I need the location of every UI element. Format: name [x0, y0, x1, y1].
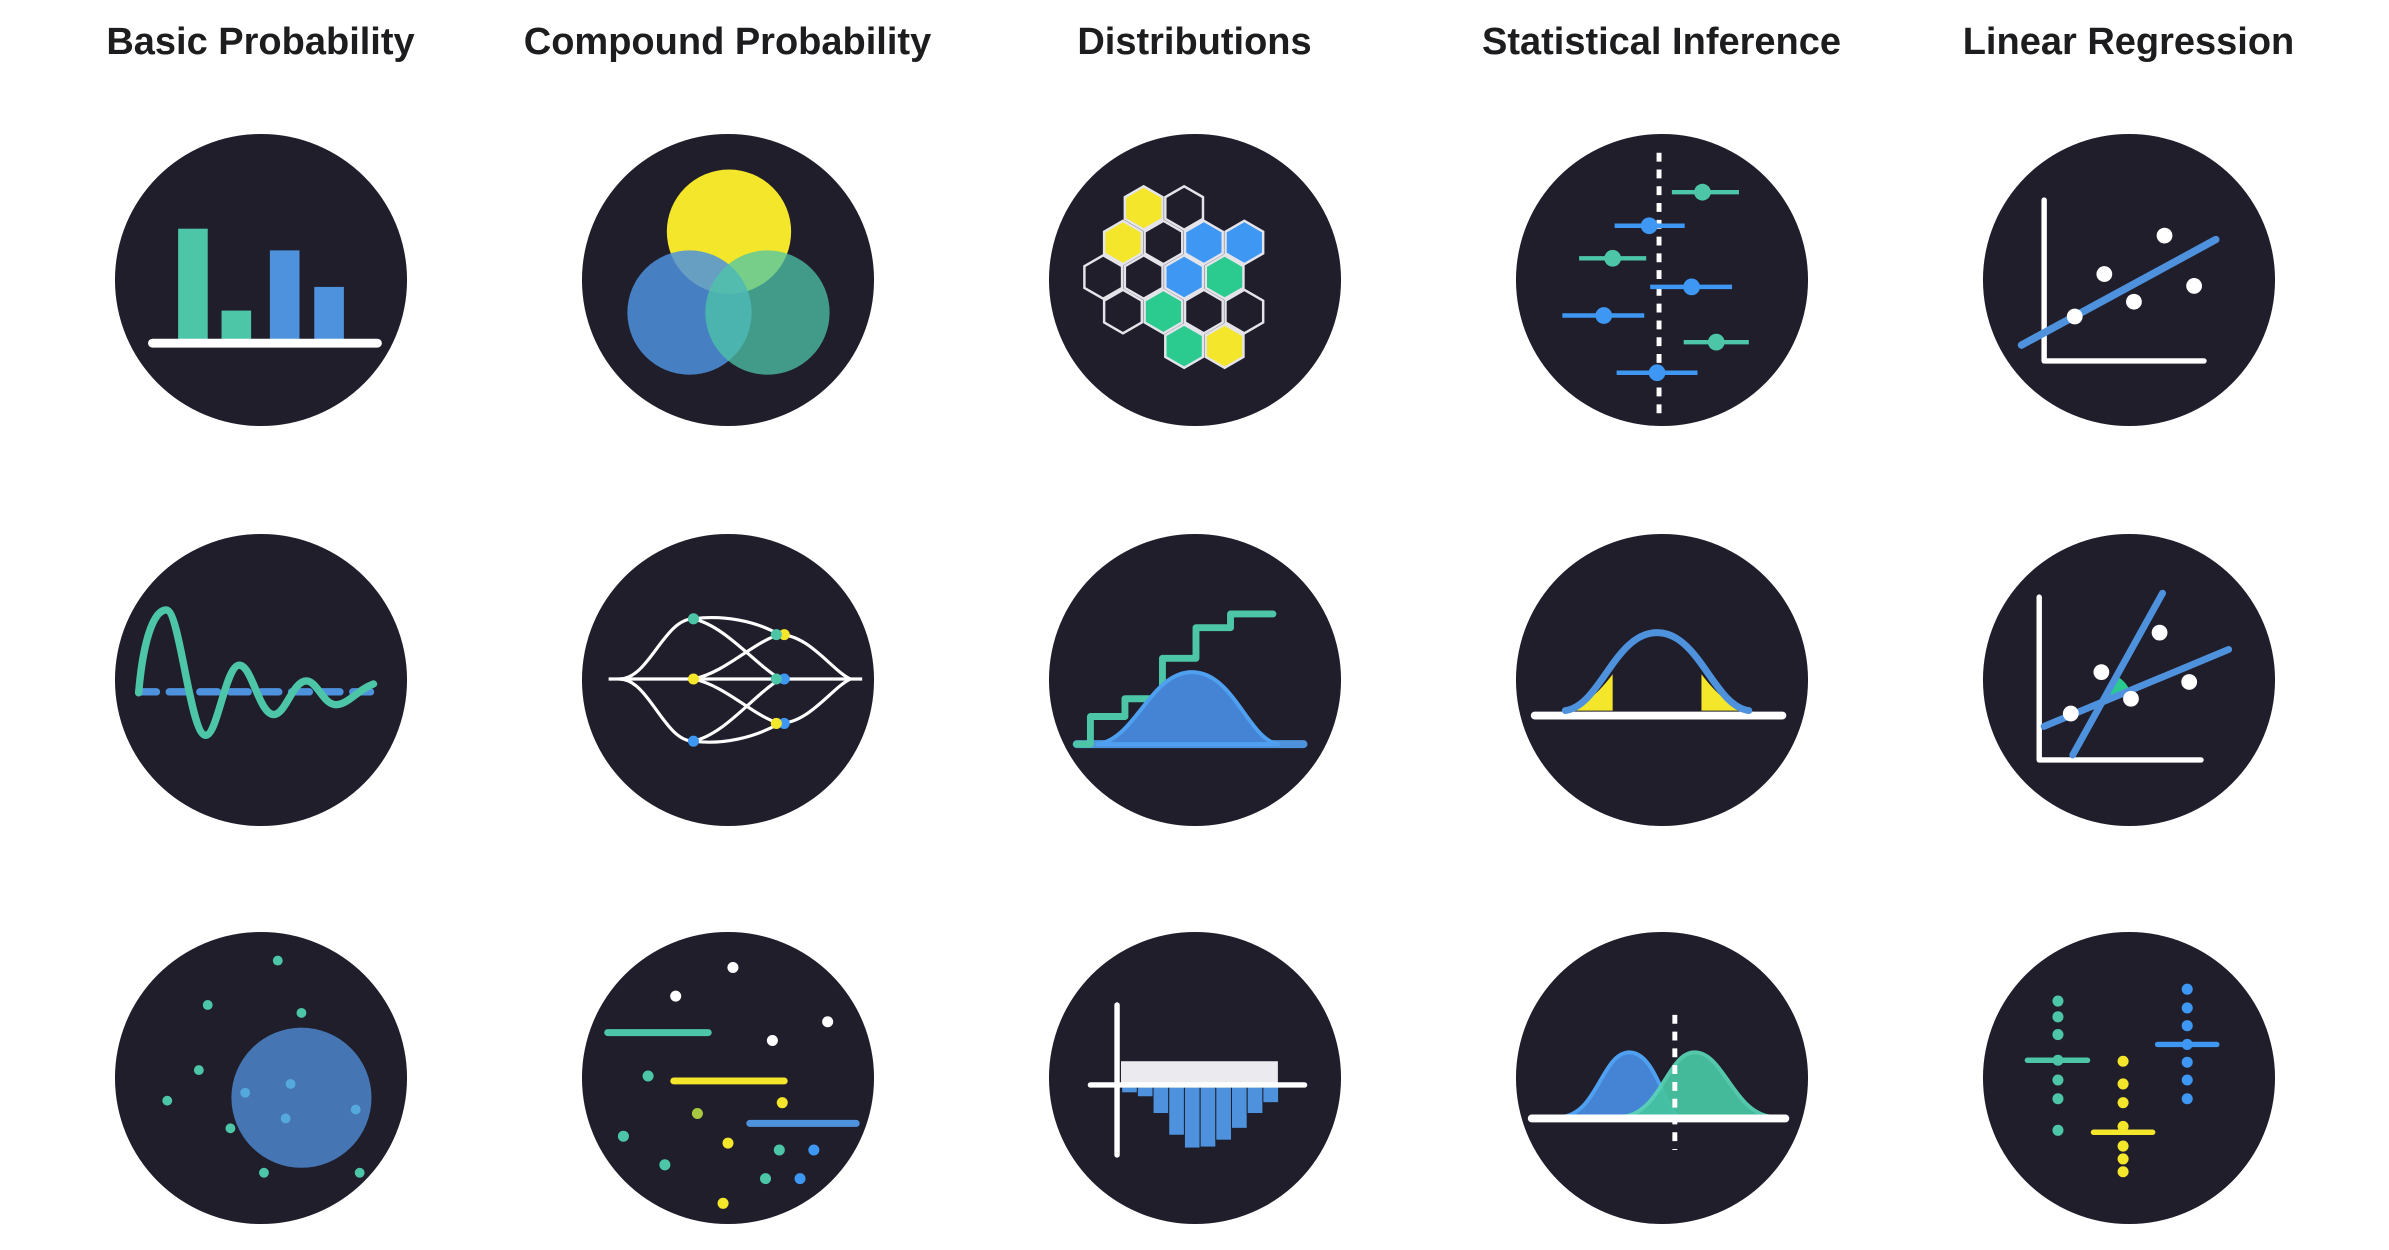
bell-tails-icon: [1515, 533, 1808, 827]
hex-grid-icon: [1048, 133, 1341, 427]
chapter-column-compound-probability: Compound Probability: [494, 0, 961, 1250]
chapter-icon-hanging-histogram[interactable]: [1047, 930, 1343, 1226]
damped-wave-icon: [114, 533, 407, 827]
venn-diagram-icon: [581, 133, 874, 427]
chapter-icon-bar-chart[interactable]: [113, 132, 409, 428]
chapter-column-distributions: Distributions: [961, 0, 1428, 1250]
dot-groups-icon: [1982, 931, 2275, 1225]
monte-carlo-icon: [114, 931, 407, 1225]
chapter-icon-hex-grid[interactable]: [1047, 132, 1343, 428]
regression-compare-icon: [1982, 533, 2275, 827]
chapter-icon-regression-compare[interactable]: [1981, 532, 2277, 828]
column-title-compound-probability: Compound Probability: [523, 21, 932, 63]
cdf-steps-icon: [1048, 533, 1341, 827]
column-title-basic-probability: Basic Probability: [106, 21, 415, 63]
chapter-icon-bell-tails[interactable]: [1514, 532, 1810, 828]
chapter-icon-probability-tree[interactable]: [580, 532, 876, 828]
chapter-column-basic-probability: Basic Probability: [27, 0, 494, 1250]
column-title-distributions: Distributions: [1077, 21, 1312, 63]
column-title-linear-regression: Linear Regression: [1962, 21, 2295, 63]
two-humps-icon: [1515, 931, 1808, 1225]
probability-tree-icon: [581, 533, 874, 827]
chapter-icon-cdf-steps[interactable]: [1047, 532, 1343, 828]
scatter-lines-icon: [581, 931, 874, 1225]
regression-scatter-icon: [1982, 133, 2275, 427]
chapter-icon-confidence-intervals[interactable]: [1514, 132, 1810, 428]
chapter-icon-scatter-lines[interactable]: [580, 930, 876, 1226]
chapter-column-statistical-inference: Statistical Inference: [1428, 0, 1895, 1250]
confidence-intervals-icon: [1515, 133, 1808, 427]
hanging-histogram-icon: [1048, 931, 1341, 1225]
bar-chart-icon: [114, 133, 407, 427]
chapter-icon-venn-diagram[interactable]: [580, 132, 876, 428]
column-title-statistical-inference: Statistical Inference: [1481, 21, 1842, 63]
chapter-icon-monte-carlo[interactable]: [113, 930, 409, 1226]
chapter-icon-regression-scatter[interactable]: [1981, 132, 2277, 428]
chapter-icon-two-humps[interactable]: [1514, 930, 1810, 1226]
chapter-column-linear-regression: Linear Regression: [1895, 0, 2362, 1250]
chapter-icon-damped-wave[interactable]: [113, 532, 409, 828]
chapter-icon-dot-groups[interactable]: [1981, 930, 2277, 1226]
